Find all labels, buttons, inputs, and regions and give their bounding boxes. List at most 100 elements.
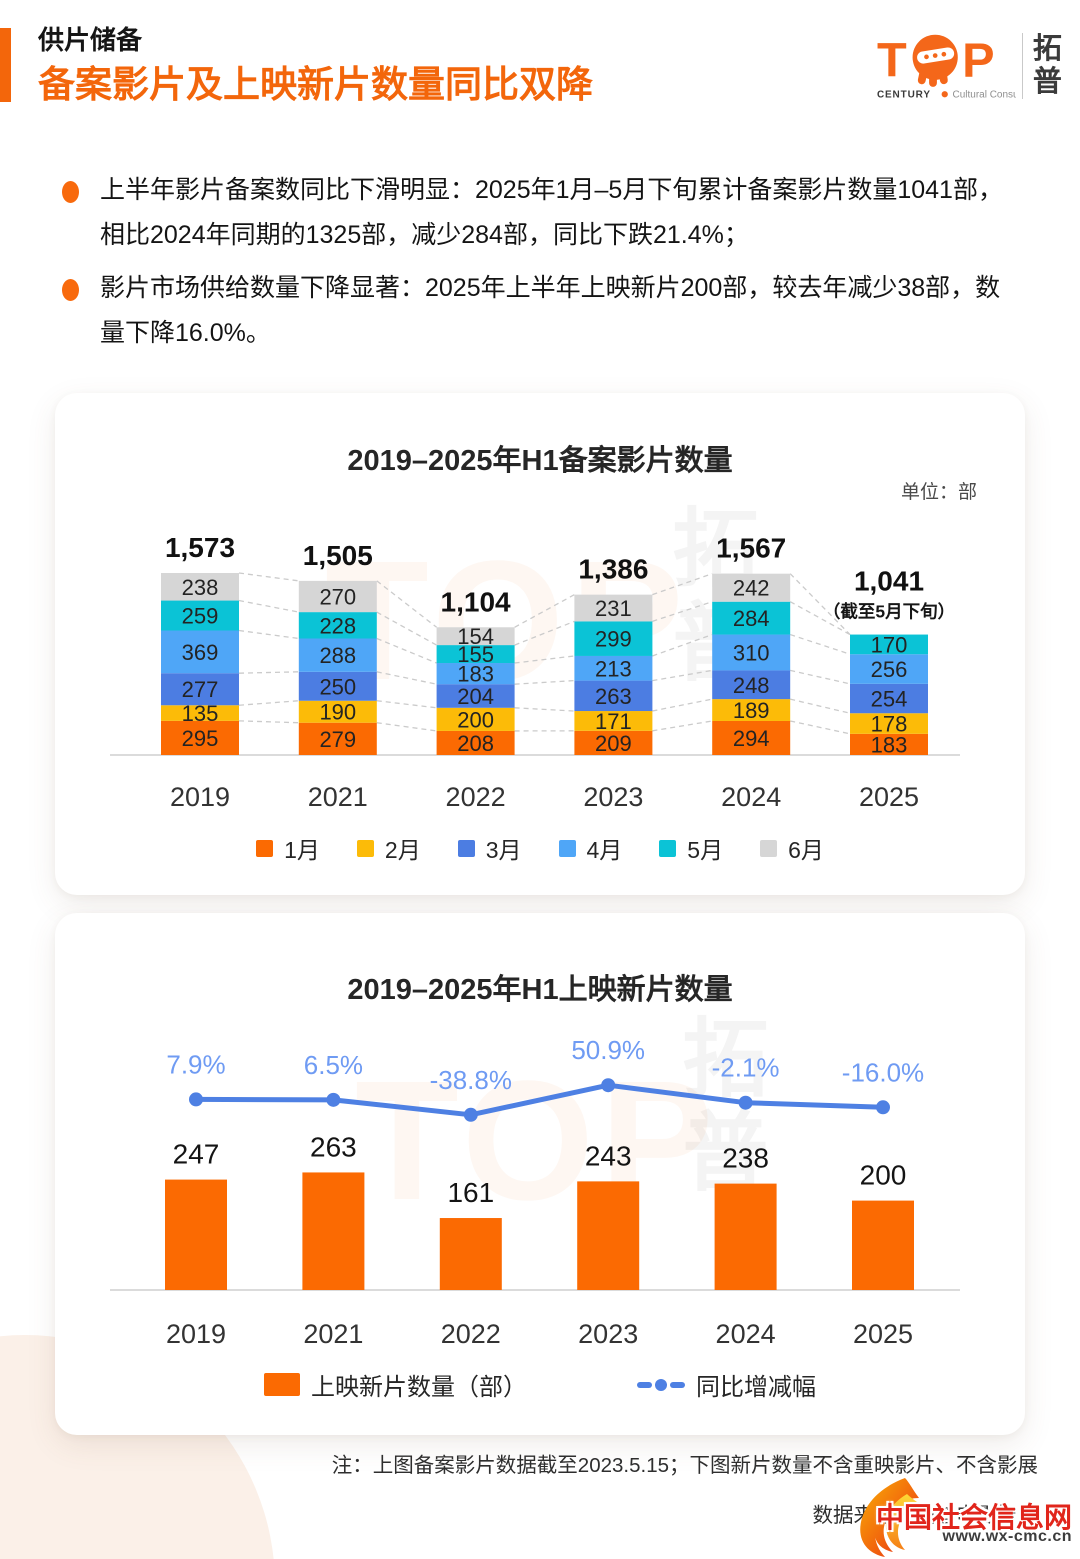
accent-bar xyxy=(0,28,11,102)
segment-connector-line xyxy=(514,679,575,685)
yoy-pct-label: 50.9% xyxy=(571,1035,645,1065)
legend-item-6月: 6月 xyxy=(760,831,824,865)
x-axis-tick-label: 2025 xyxy=(859,782,919,812)
x-axis-tick-label: 2019 xyxy=(170,782,230,812)
segment-value-label: 277 xyxy=(182,677,219,702)
segment-value-label: 183 xyxy=(457,662,494,687)
segment-connector-line xyxy=(514,707,575,712)
legend-label: 5月 xyxy=(687,837,724,863)
segment-connector-line xyxy=(238,629,299,640)
legend-label: 同比增减幅 xyxy=(696,1374,816,1401)
site-watermark: 中国社会信息网 www.wx-cmc.cn xyxy=(845,1470,1080,1559)
release-count-bar xyxy=(714,1183,777,1290)
bar-total-label: 1,567 xyxy=(716,533,786,564)
segment-connector-line xyxy=(238,572,299,582)
segment-connector-line xyxy=(652,573,713,596)
top-logo-icon: T P CENTURY Cultural Consultation xyxy=(877,33,1016,100)
segment-value-label: 248 xyxy=(733,673,770,698)
segment-value-label: 254 xyxy=(871,687,908,712)
stack-segment-3月 xyxy=(161,673,239,706)
stack-segment-6月 xyxy=(436,627,515,646)
stack-segment-2月 xyxy=(436,707,515,731)
legend-item-4月: 4月 xyxy=(558,831,623,865)
site-watermark-name: 中国社会信息网 xyxy=(875,1502,1072,1533)
segment-value-label: 171 xyxy=(595,709,632,734)
bar-total-label: 1,386 xyxy=(578,554,648,585)
new-releases-chart: 247 2019 263 2021 161 2022 243 2023 238 2024 200 20… xyxy=(110,1035,960,1349)
stack-segment-1月 xyxy=(436,730,515,755)
segment-value-label: 284 xyxy=(733,606,770,631)
summary-bullet-1: 上半年影片备案数同比下滑明显：2025年1月–5月下旬累计备案影片数量1041部… xyxy=(60,168,1025,258)
yoy-line-point xyxy=(738,1095,753,1110)
segment-connector-line xyxy=(376,722,437,732)
flame-icon xyxy=(860,1478,923,1557)
stack-segment-3月 xyxy=(850,683,928,714)
legend-label: 6月 xyxy=(788,837,824,863)
stack-segment-6月 xyxy=(161,573,239,601)
bullet-dot-icon xyxy=(62,279,79,301)
legend-swatch-icon xyxy=(457,839,475,857)
segment-connector-line xyxy=(238,599,299,613)
segment-value-label: 294 xyxy=(733,726,770,751)
segment-connector-line xyxy=(238,671,299,674)
segment-value-label: 250 xyxy=(319,674,356,699)
stack-segment-2月 xyxy=(850,713,928,734)
summary-bullets: 上半年影片备案数同比下滑明显：2025年1月–5月下旬累计备案影片数量1041部… xyxy=(60,168,1025,364)
bar-total-note: （截至5月下旬） xyxy=(823,602,955,622)
legend-item-1月: 1月 xyxy=(256,831,320,865)
bar-value-label: 161 xyxy=(447,1177,494,1208)
legend-line-icon xyxy=(637,1378,685,1391)
stack-segment-3月 xyxy=(712,670,791,700)
stack-segment-2月 xyxy=(161,705,239,721)
segment-connector-line xyxy=(514,594,575,628)
bar-value-label: 200 xyxy=(860,1160,907,1191)
segment-value-label: 310 xyxy=(733,640,770,665)
stack-segment-1月 xyxy=(574,730,653,755)
x-axis-tick-label: 2024 xyxy=(716,1319,776,1349)
legend-swatch-icon xyxy=(256,839,274,857)
legend-label: 4月 xyxy=(586,837,623,863)
x-axis-tick-label: 2025 xyxy=(853,1319,913,1349)
segment-connector-line xyxy=(652,720,713,732)
logo-letter-t: T xyxy=(877,33,907,87)
stack-segment-1月 xyxy=(712,720,791,755)
segment-connector-line xyxy=(789,633,851,655)
segment-connector-line xyxy=(790,720,851,735)
stack-segment-5月 xyxy=(161,600,239,631)
stack-segment-2月 xyxy=(712,699,791,721)
x-axis-tick-label: 2024 xyxy=(721,782,781,812)
chart1-unit-label: 单位：部 xyxy=(900,482,977,503)
yoy-line-point xyxy=(189,1092,203,1107)
release-count-bar xyxy=(439,1218,502,1290)
section-kicker: 供片储备 xyxy=(38,25,143,55)
legend-item-3月: 3月 xyxy=(457,831,522,865)
legend-line-part xyxy=(670,1381,685,1388)
chart2-legend: 上映新片数量（部） 同比增减幅 xyxy=(55,1367,1025,1402)
bar-value-label: 263 xyxy=(310,1131,357,1162)
stack-segment-2月 xyxy=(574,711,653,731)
legend-label: 1月 xyxy=(284,837,320,863)
stack-segment-5月 xyxy=(436,645,515,664)
segment-value-label: 200 xyxy=(457,707,494,732)
stack-segment-3月 xyxy=(436,684,515,708)
segment-connector-line xyxy=(376,700,437,709)
segment-connector-line xyxy=(238,720,299,724)
bar-value-label: 238 xyxy=(722,1143,769,1174)
segment-value-label: 209 xyxy=(595,731,632,756)
x-axis-tick-label: 2022 xyxy=(441,1319,501,1349)
legend-swatch-icon xyxy=(558,839,576,857)
page-title: 备案影片及上映新片数量同比双降 xyxy=(38,64,593,105)
summary-bullet-2: 影片市场供给数量下降显著：2025年上半年上映新片200部，较去年减少38部，数… xyxy=(60,266,1025,356)
stack-segment-4月 xyxy=(161,630,239,674)
legend-label: 3月 xyxy=(485,837,522,863)
segment-connector-line xyxy=(790,698,851,714)
registered-films-chart: 2951352773692592381,57320192791902502882… xyxy=(110,532,960,812)
stack-segment-6月 xyxy=(298,580,377,613)
logo-cn-name: 拓普 xyxy=(1032,33,1063,98)
yoy-line-point xyxy=(876,1100,890,1115)
stack-segment-3月 xyxy=(298,671,377,701)
stack-segment-1月 xyxy=(161,720,239,755)
stack-segment-4月 xyxy=(436,663,515,685)
segment-connector-line xyxy=(376,580,437,628)
